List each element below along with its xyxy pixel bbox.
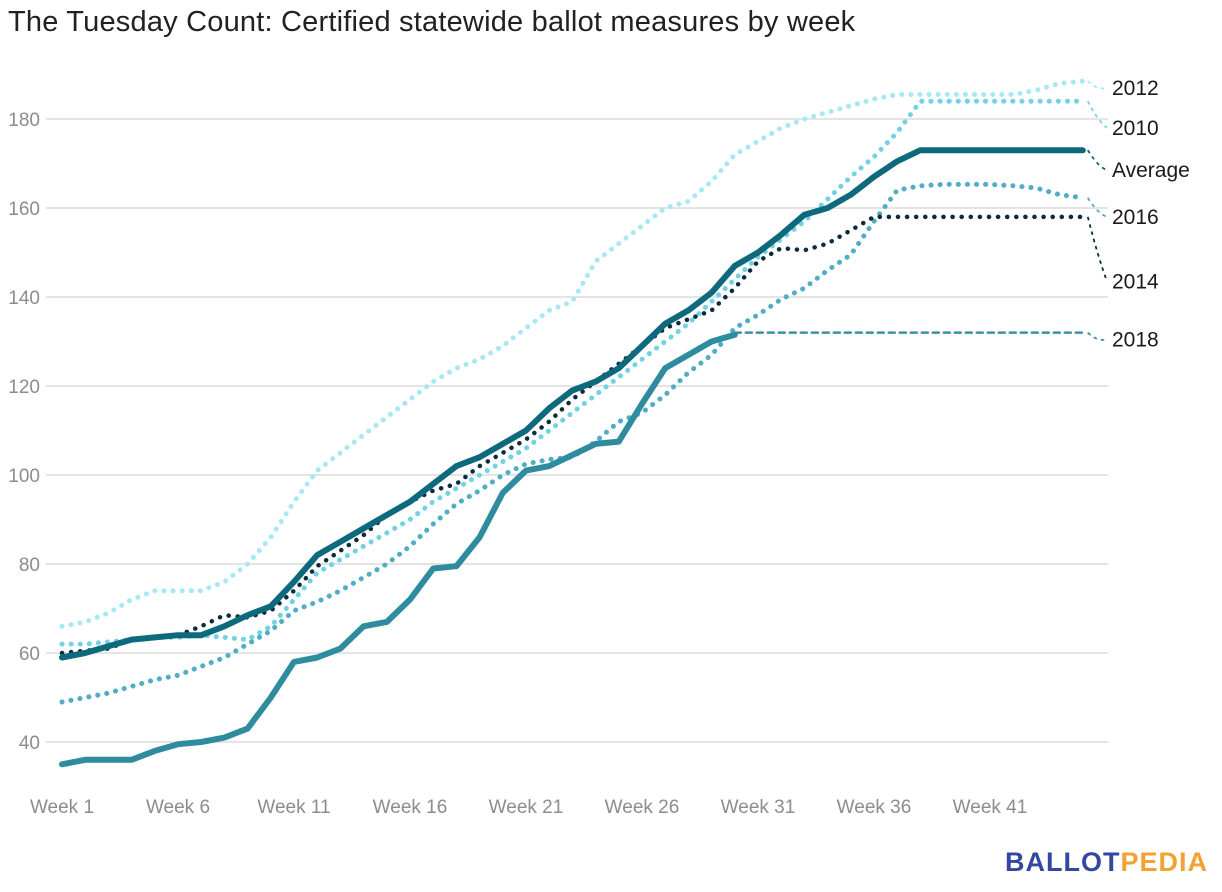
y-tick-label-180: 180 [8, 110, 40, 131]
logo-text-pedia: PEDIA [1120, 847, 1208, 877]
series-line-average [59, 147, 1086, 661]
series-line-2016 [59, 181, 1086, 705]
series-end-label-2014: 2014 [1112, 270, 1159, 293]
label-leader-2016 [1087, 197, 1108, 218]
logo-text-ballot: BALLOT [1004, 847, 1121, 877]
series-end-label-2010: 2010 [1112, 117, 1159, 140]
x-tick-label-week-16: Week 16 [373, 797, 448, 818]
series-line-2010 [59, 98, 1086, 647]
series-end-label-2012: 2012 [1112, 77, 1159, 100]
x-tick-label-week-36: Week 36 [837, 797, 912, 818]
x-tick-label-week-26: Week 26 [605, 797, 680, 818]
y-tick-label-140: 140 [8, 288, 40, 309]
y-tick-label-80: 80 [19, 555, 40, 576]
x-tick-label-week-11: Week 11 [257, 797, 330, 818]
series-line-2014 [59, 214, 1086, 656]
x-tick-label-week-21: Week 21 [489, 797, 564, 818]
series-line-2018 [59, 331, 738, 768]
y-tick-label-160: 160 [8, 199, 40, 220]
y-tick-label-120: 120 [8, 377, 40, 398]
label-leader-2012 [1087, 80, 1108, 90]
x-tick-label-week-31: Week 31 [721, 797, 796, 818]
series-end-label-average: Average [1112, 159, 1190, 182]
label-leader-2018-projected [1087, 331, 1108, 341]
y-tick-label-40: 40 [19, 733, 40, 754]
x-tick-label-week-6: Week 6 [146, 797, 210, 818]
label-leader-2010 [1086, 100, 1108, 129]
label-leader-average [1087, 149, 1108, 172]
series-line-2012 [59, 78, 1086, 629]
series-end-label-2018-projected: 2018 [1112, 328, 1159, 351]
series-end-label-2016: 2016 [1112, 206, 1159, 229]
x-tick-label-week-41: Week 41 [953, 797, 1028, 818]
ballotpedia-logo: BALLOTPEDIA [1005, 847, 1208, 878]
y-tick-label-100: 100 [8, 466, 40, 487]
chart-title: The Tuesday Count: Certified statewide b… [8, 6, 856, 38]
x-tick-label-week-1: Week 1 [30, 797, 94, 818]
label-leader-2014 [1086, 216, 1108, 282]
y-tick-label-60: 60 [19, 644, 40, 665]
